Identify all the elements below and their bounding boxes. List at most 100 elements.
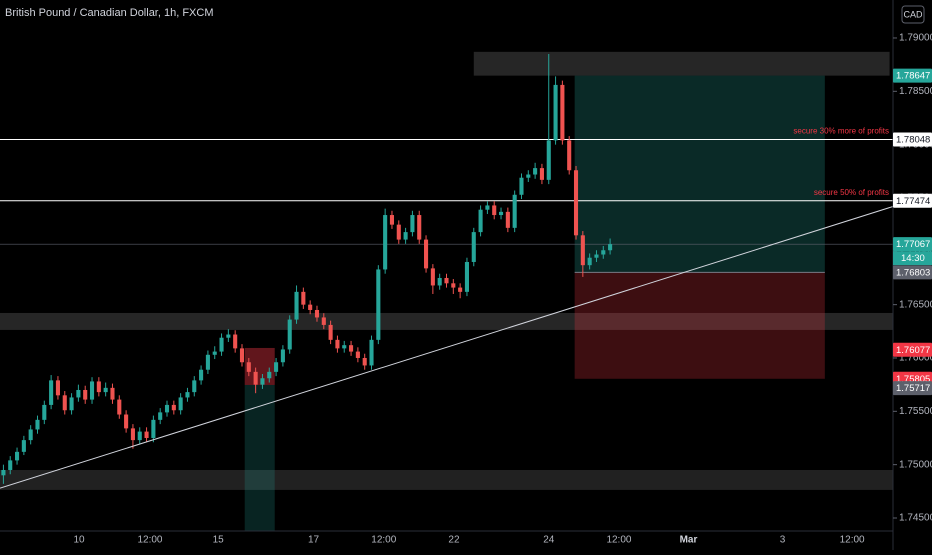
x-tick-label: 3: [780, 535, 786, 546]
zone: [0, 312, 893, 330]
candle-body: [601, 250, 606, 255]
candle-body: [233, 334, 238, 349]
candle-body: [492, 205, 497, 216]
candle-body: [124, 414, 129, 429]
candle-body: [219, 337, 224, 352]
y-tick-label: 1.76000: [899, 353, 932, 364]
candle-body: [62, 395, 67, 411]
candle-body: [546, 140, 551, 180]
candle-body: [239, 348, 245, 363]
candle-body: [28, 429, 33, 441]
x-tick-label: Mar: [680, 535, 698, 546]
candle-body: [314, 309, 320, 318]
y-tick-label: 1.75000: [899, 459, 932, 470]
candle-body: [430, 268, 435, 286]
candle-body: [280, 349, 285, 363]
price-tag: [893, 237, 932, 252]
candle-body: [533, 168, 538, 175]
price-tag: [893, 132, 932, 147]
price-axis: 1.74500 1.75000 1.75500 1.76000 1.76500 1.770…: [893, 33, 932, 524]
candle-body: [376, 269, 381, 340]
candle-body: [274, 362, 279, 372]
candle-body: [458, 287, 463, 292]
candle-body: [594, 254, 599, 258]
y-tick-label: 1.79000: [899, 33, 932, 44]
x-tick-label: 12:00: [137, 535, 162, 546]
y-tick-label: 1.76500: [899, 299, 932, 310]
chart-title: British Pound / Canadian Dollar, 1h, FXC…: [5, 7, 214, 19]
candle-body: [103, 387, 108, 393]
candle-body: [512, 194, 517, 228]
price-tag-label: 1.75805: [896, 374, 930, 385]
candle-body: [560, 84, 565, 141]
candle-body: [342, 345, 347, 349]
candle-body: [573, 170, 579, 236]
candle-body: [1, 469, 6, 476]
profit-zone: [574, 75, 825, 273]
candle-body: [192, 380, 197, 393]
candle-body: [205, 354, 210, 370]
candle-body: [471, 232, 476, 262]
currency-box[interactable]: [901, 5, 925, 24]
candle-body: [55, 380, 60, 396]
currency[interactable]: CAD: [903, 9, 923, 19]
x-tick-label: 12:00: [371, 535, 396, 546]
x-tick-label: 24: [543, 535, 555, 546]
price-tag-label: 1.78048: [896, 135, 930, 146]
candle-body: [130, 428, 135, 441]
candle-body: [498, 211, 504, 216]
candle-body: [321, 317, 326, 325]
candle-body: [69, 397, 74, 411]
candle-body: [151, 419, 156, 438]
candle-body: [260, 378, 265, 385]
x-tick-label: 12:00: [840, 535, 865, 546]
candle-body: [444, 277, 449, 284]
candle-body: [485, 205, 490, 210]
candle-body: [287, 319, 292, 350]
price-tag-label: 1.77474: [896, 196, 930, 207]
candle-body: [178, 397, 183, 411]
zone: [0, 469, 893, 490]
candle-body: [526, 174, 531, 178]
candle-body: [389, 215, 395, 225]
candle-body: [553, 84, 558, 141]
price-tag-label: 1.76803: [896, 267, 930, 278]
candle-body: [35, 419, 40, 430]
candle-body: [451, 283, 456, 288]
candle-body: [383, 215, 388, 270]
candle-body: [396, 224, 401, 240]
price-tag-label: 1.78647: [896, 71, 930, 82]
candle-body: [96, 381, 101, 393]
y-tick-label: 1.78500: [899, 86, 932, 97]
price-tag: [893, 381, 932, 396]
candle-body: [301, 291, 306, 305]
candle-body: [505, 211, 510, 228]
price-tag: [893, 68, 932, 83]
candle-body: [580, 235, 585, 266]
x-tick-label: 15: [213, 535, 225, 546]
candle-body: [567, 140, 572, 171]
x-tick-label: 22: [448, 535, 460, 546]
candle-body: [246, 362, 251, 372]
price-tag-label: 1.77067: [896, 239, 930, 250]
candle-body: [89, 381, 95, 400]
candle-body: [464, 261, 469, 292]
candle-body: [608, 244, 613, 251]
candle-body: [21, 440, 26, 452]
candle-body: [349, 345, 354, 352]
candle-body: [355, 351, 360, 358]
zone: [473, 51, 890, 76]
candle-body: [14, 451, 20, 461]
candle-body: [42, 404, 47, 420]
zone: [244, 384, 275, 531]
trendline: [0, 206, 894, 489]
candle-body: [164, 404, 170, 413]
candle-body: [158, 412, 163, 420]
candle-body: [144, 431, 149, 438]
price-tag: [893, 193, 932, 208]
candle-body: [212, 351, 217, 355]
candle-body: [362, 357, 367, 366]
candle-body: [171, 404, 176, 411]
candle-body: [226, 334, 231, 338]
